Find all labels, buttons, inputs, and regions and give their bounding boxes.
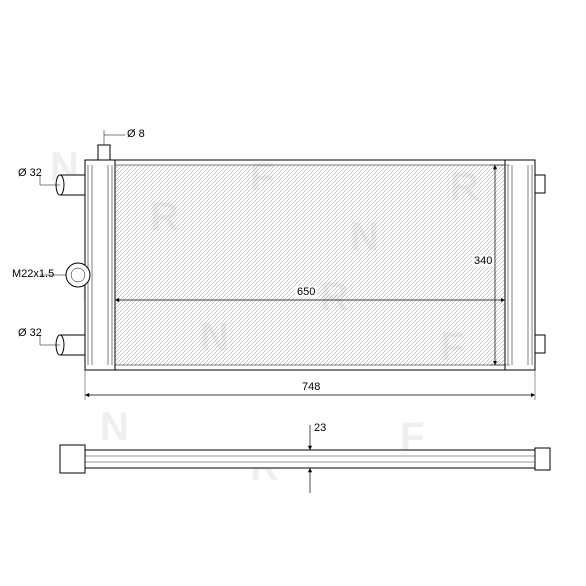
thread-port: [66, 263, 90, 287]
label-thickness: 23: [314, 422, 326, 434]
right-bracket-lower: [535, 335, 545, 353]
label-width-inner: 650: [295, 286, 317, 298]
side-view-left-end: [60, 445, 85, 473]
right-tank: [505, 160, 535, 370]
right-bracket-upper: [535, 175, 545, 193]
side-view-body: [85, 450, 535, 468]
radiator-core: [115, 165, 505, 365]
label-width-outer: 748: [300, 381, 322, 393]
left-tank: [85, 160, 115, 370]
top-port: [98, 145, 110, 160]
label-left-upper: Ø 32: [18, 167, 42, 179]
label-left-lower: Ø 32: [18, 327, 42, 339]
svg-text:N: N: [100, 405, 129, 449]
side-view-right-end: [535, 448, 550, 470]
label-height: 340: [472, 255, 494, 267]
label-thread: M22x1.5: [12, 268, 54, 280]
label-top-port: Ø 8: [127, 128, 145, 140]
technical-drawing: N R F N R F N R F N R F: [0, 0, 586, 586]
drawing-svg: N R F N R F N R F N R F: [0, 0, 586, 586]
